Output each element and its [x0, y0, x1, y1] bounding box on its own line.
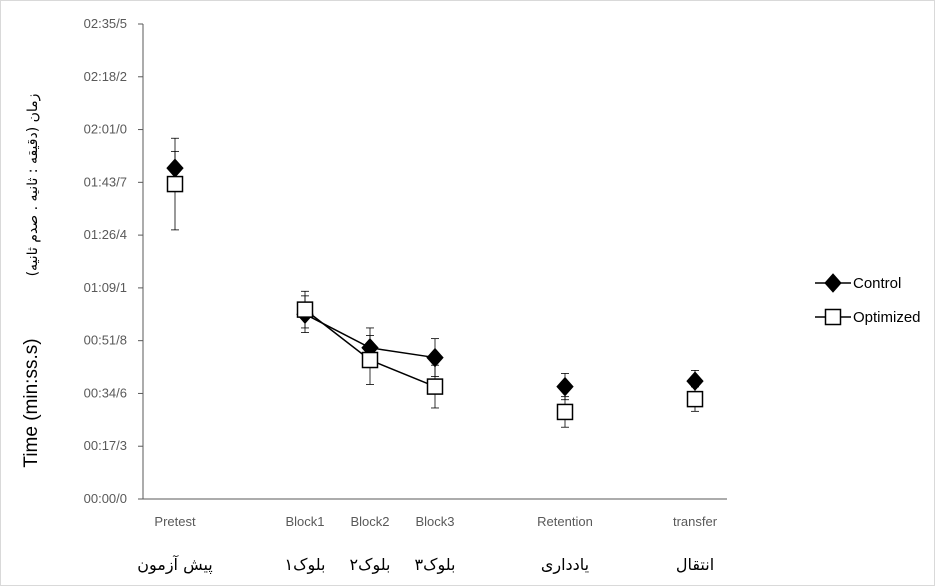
series-layer [166, 137, 704, 428]
data-point-control [556, 376, 574, 397]
data-point-optimized [296, 301, 314, 318]
data-point-optimized [166, 175, 184, 193]
y-axis-label-fa: زمان (دقیقه : ثانیه . صدم ثانیه) [25, 94, 41, 277]
legend-marker-optimized [824, 308, 842, 326]
x-axis: Pretest پیش آزمون Block1 بلوک۱ Block2 بلوک۲ Bl… [137, 498, 727, 575]
data-point-control [426, 347, 444, 368]
y-tick-label: 00:00/0 [84, 491, 127, 506]
x-tick-label: Pretest [154, 514, 196, 529]
x-tick-label-fa: یادداری [541, 555, 589, 575]
legend: Control Optimized [815, 273, 921, 326]
y-tick-label: 02:01/0 [84, 122, 127, 137]
y-tick-label: 02:35/5 [84, 16, 127, 31]
x-tick-label-fa: بلوک۱ [285, 555, 326, 575]
y-tick-label: 02:18/2 [84, 69, 127, 84]
y-axis-label-en: Time (min:ss.s) [21, 338, 42, 467]
y-axis: 00:00/0 00:17/3 00:34/6 00:51/8 01:09/1 01:26… [84, 16, 144, 506]
x-tick-label: Retention [537, 514, 593, 529]
x-tick-label-fa: بلوک۳ [415, 555, 456, 575]
y-tick-label: 01:26/4 [84, 227, 127, 242]
x-tick-label-fa: پیش آزمون [137, 555, 213, 575]
x-tick-label: Block3 [415, 514, 454, 529]
x-tick-label: Block1 [285, 514, 324, 529]
data-point-control [166, 158, 184, 178]
x-tick-label: transfer [673, 514, 718, 529]
data-point-optimized [686, 390, 704, 408]
data-point-control [686, 371, 704, 391]
x-tick-label-fa: بلوک۲ [350, 555, 391, 575]
y-tick-label: 00:17/3 [84, 438, 127, 453]
data-point-optimized [361, 351, 379, 369]
legend-label: Control [853, 275, 901, 292]
legend-label: Optimized [853, 309, 921, 326]
x-tick-label: Block2 [350, 514, 389, 529]
x-tick-label-fa: انتقال [676, 555, 714, 574]
legend-marker-control [824, 273, 842, 293]
y-tick-label: 00:34/6 [84, 385, 127, 400]
y-tick-label: 00:51/8 [84, 333, 127, 348]
data-point-optimized [426, 378, 444, 395]
y-tick-label: 01:09/1 [84, 280, 127, 295]
data-point-optimized [556, 403, 574, 421]
y-axis-labels: Time (min:ss.s) زمان (دقیقه : ثانیه . صد… [21, 94, 42, 468]
y-tick-label: 01:43/7 [84, 174, 127, 189]
